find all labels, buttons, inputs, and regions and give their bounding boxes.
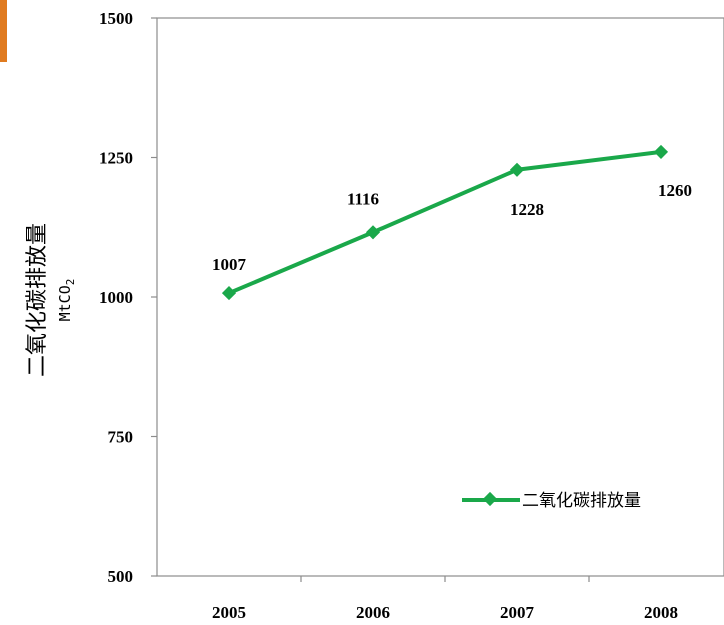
data-point-marker — [365, 225, 381, 240]
series-line — [228, 149, 662, 295]
legend-label: 二氧化碳排放量 — [522, 491, 641, 511]
data-label: 1228 — [510, 200, 544, 219]
y-tick-label: 500 — [108, 567, 134, 586]
data-point-marker — [653, 144, 669, 159]
y-tick-label: 1250 — [99, 149, 133, 168]
x-tick-labels: 2005 2006 2007 2008 — [212, 576, 678, 622]
x-tick-label: 2007 — [500, 603, 535, 622]
y-tick-label: 750 — [108, 428, 134, 447]
data-label: 1260 — [658, 181, 692, 200]
x-tick-label: 2008 — [644, 603, 678, 622]
y-axis-unit: MtCO2 — [56, 279, 77, 322]
y-tick-label: 1500 — [99, 9, 133, 28]
y-axis-unit-subscript: 2 — [64, 279, 77, 286]
y-axis-title: 二氧化碳排放量 — [25, 223, 50, 377]
y-axis-unit-main: MtCO — [56, 285, 74, 321]
y-axis-label: 二氧化碳排放量 — [25, 223, 50, 377]
data-label: 1116 — [347, 189, 379, 208]
data-point-marker — [509, 162, 525, 177]
data-label: 1007 — [212, 255, 247, 274]
y-tick-labels: 500 750 1000 1250 1500 — [99, 9, 157, 586]
x-tick-label: 2005 — [212, 603, 246, 622]
x-tick-label: 2006 — [356, 603, 390, 622]
legend-marker — [482, 491, 498, 507]
data-point-marker — [221, 286, 237, 301]
accent-bar — [0, 0, 7, 62]
data-labels: 1007 1116 1228 1260 — [212, 181, 692, 274]
y-axis-unit-text: MtCO2 — [56, 279, 77, 322]
series-layer — [221, 144, 669, 301]
y-tick-label: 1000 — [99, 288, 133, 307]
legend: 二氧化碳排放量 — [462, 491, 641, 511]
